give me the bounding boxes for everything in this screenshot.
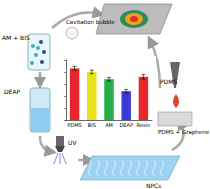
svg-text:PDMS + Graphene: PDMS + Graphene	[158, 129, 210, 136]
svg-text:NPCs: NPCs	[146, 182, 161, 189]
svg-text:PDMS: PDMS	[160, 78, 177, 85]
svg-text:AM + BIS: AM + BIS	[2, 34, 30, 41]
svg-text:UV: UV	[68, 139, 77, 146]
svg-text:DEAP: DEAP	[119, 122, 132, 128]
svg-text:AM: AM	[105, 122, 113, 128]
svg-text:PDMS: PDMS	[67, 122, 81, 128]
svg-text:Resin: Resin	[137, 122, 151, 128]
svg-text:BIS: BIS	[88, 122, 96, 128]
svg-text:Cavitation bubble: Cavitation bubble	[66, 19, 115, 25]
svg-text:DEAP: DEAP	[4, 88, 21, 95]
